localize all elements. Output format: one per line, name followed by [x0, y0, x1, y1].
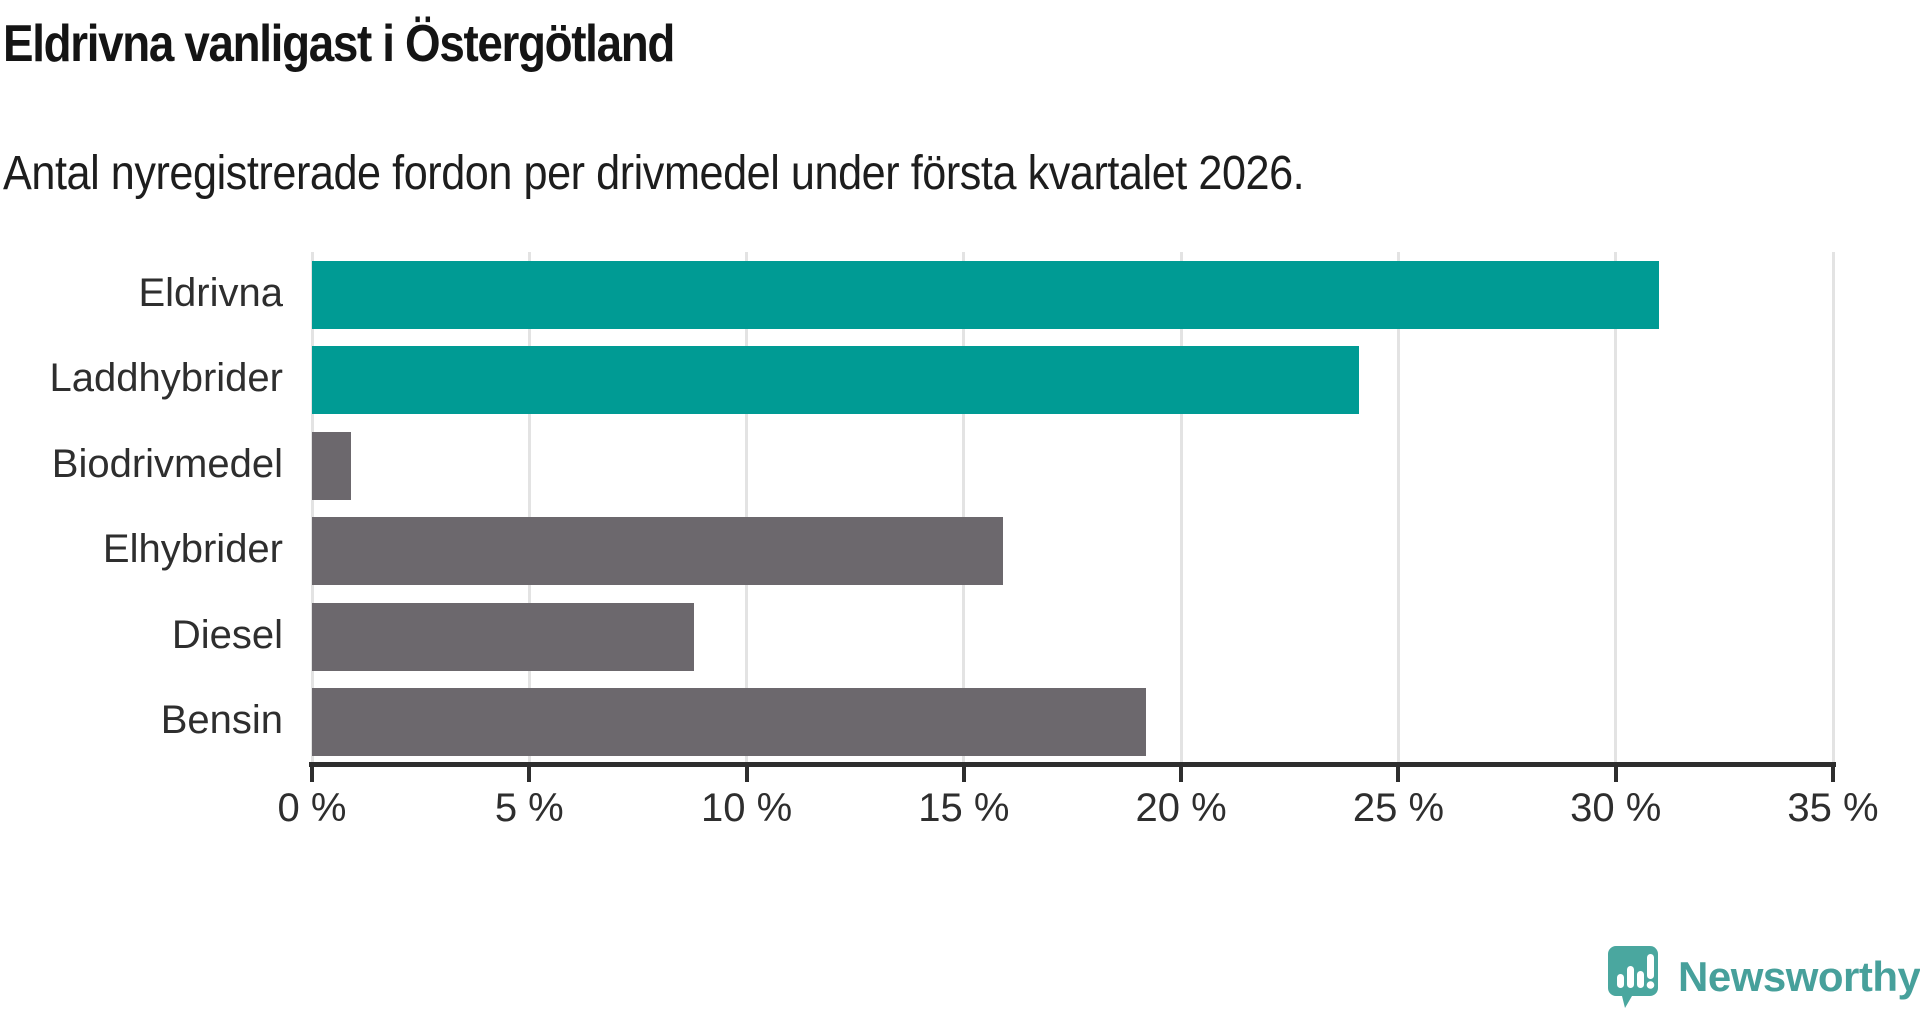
- bar: [312, 688, 1147, 757]
- chart-title: Eldrivna vanligast i Östergötland: [3, 15, 675, 73]
- x-axis-tick-label: 0 %: [277, 786, 347, 830]
- gridline: [745, 252, 749, 765]
- category-label: Biodrivmedel: [51, 441, 283, 486]
- category-label: Eldrivna: [138, 270, 283, 315]
- bar: [312, 346, 1360, 415]
- category-label: Elhybrider: [102, 527, 283, 572]
- x-axis-line: [309, 762, 1836, 767]
- gridline: [1614, 252, 1618, 765]
- gridline: [962, 252, 966, 765]
- plot-area: [310, 252, 1835, 765]
- newsworthy-wordmark: Newsworthy: [1678, 953, 1920, 1000]
- x-axis-tick-label: 10 %: [700, 786, 793, 830]
- x-axis-tick: [527, 767, 532, 782]
- x-axis-tick: [1396, 767, 1401, 782]
- gridline: [1179, 252, 1183, 765]
- gridline: [527, 252, 531, 765]
- speech-bubble-bar-chart-icon: [1608, 946, 1658, 1008]
- chart-subtitle: Antal nyregistrerade fordon per drivmede…: [3, 147, 1305, 200]
- x-axis-tick-label: 35 %: [1787, 786, 1879, 830]
- newsworthy-logo: Newsworthy: [1606, 944, 1920, 1010]
- x-axis-tick: [744, 767, 749, 782]
- x-axis-tick-label: 30 %: [1570, 786, 1662, 830]
- gridline: [1831, 252, 1835, 765]
- x-axis-tick: [1831, 767, 1835, 782]
- category-label: Laddhybrider: [49, 356, 284, 401]
- category-label: Diesel: [171, 612, 283, 657]
- bar: [312, 260, 1660, 329]
- x-axis-tick: [310, 767, 314, 782]
- x-axis-tick: [1179, 767, 1184, 782]
- bar: [312, 517, 1003, 586]
- gridline: [310, 252, 314, 765]
- x-axis-tick-label: 15 %: [918, 786, 1010, 830]
- x-axis-tick: [961, 767, 966, 782]
- gridline: [1396, 252, 1400, 765]
- bar: [312, 602, 695, 671]
- bar: [312, 431, 352, 500]
- x-axis-tick-label: 20 %: [1135, 786, 1227, 830]
- x-axis-tick-label: 25 %: [1352, 786, 1445, 830]
- x-axis-tick: [1613, 767, 1618, 782]
- category-label: Bensin: [160, 698, 283, 743]
- x-axis-tick-label: 5 %: [494, 786, 564, 830]
